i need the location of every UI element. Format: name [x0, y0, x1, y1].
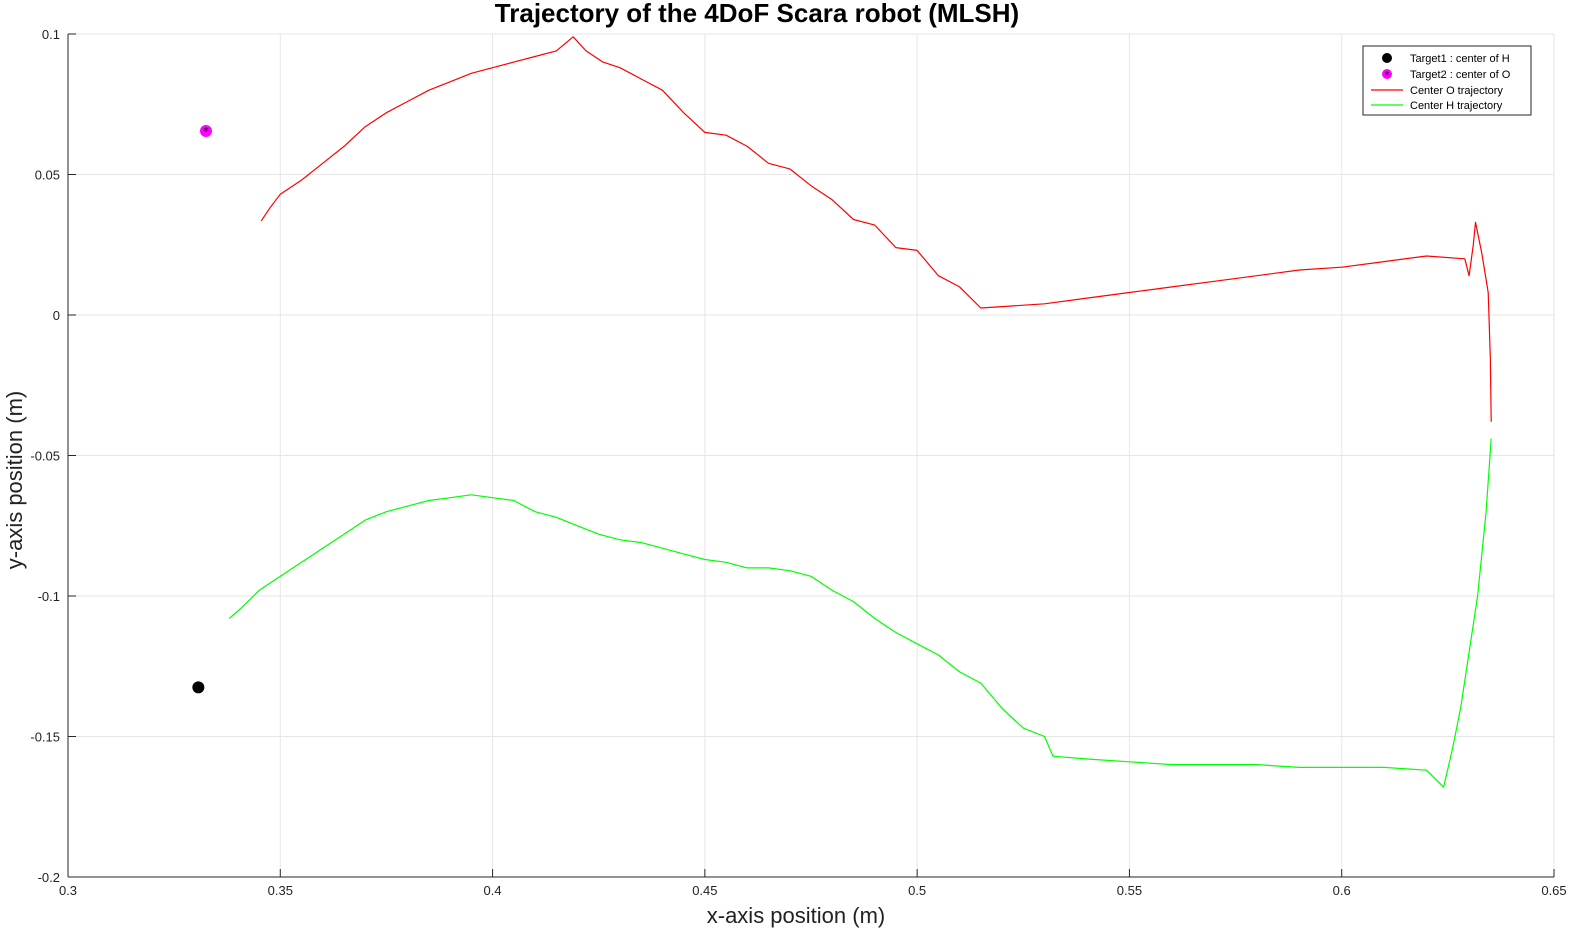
legend-box: [1362, 45, 1532, 116]
x-tick-label: 0.55: [1117, 883, 1142, 898]
center-h-trajectory-line: [228, 438, 1492, 788]
y-axis-label: y-axis position (m): [2, 391, 27, 569]
y-tick-label: -0.05: [30, 449, 60, 464]
y-tick-label: 0.1: [42, 27, 60, 42]
y-tick-label: 0.05: [35, 168, 60, 183]
legend-target1-marker: [1382, 53, 1392, 63]
x-tick-label: 0.35: [268, 883, 293, 898]
x-tick-label: 0.6: [1333, 883, 1351, 898]
legend-target2-asterisk-icon: *: [1385, 70, 1390, 81]
y-tick-label: 0: [53, 308, 60, 323]
x-ticks: 0.3 0.35 0.4 0.45 0.5 0.55 0.6 0.65: [59, 869, 1567, 898]
target2-asterisk-icon: *: [203, 125, 209, 138]
legend-target2-label: Target2 : center of O: [1410, 69, 1511, 81]
data-layer: *: [192, 36, 1492, 788]
legend-target1-label: Target1 : center of H: [1410, 53, 1510, 65]
x-tick-label: 0.3: [59, 883, 77, 898]
chart-title: Trajectory of the 4DoF Scara robot (MLSH…: [495, 0, 1019, 28]
legend: Target1 : center of H * Target2 : center…: [1362, 45, 1532, 116]
center-o-trajectory-line: [260, 36, 1492, 422]
legend-center-h-label: Center H trajectory: [1410, 100, 1503, 112]
legend-center-o-label: Center O trajectory: [1410, 85, 1503, 97]
legend-target2-marker: [1382, 69, 1392, 79]
target1-marker: [192, 681, 205, 694]
x-tick-label: 0.65: [1541, 883, 1566, 898]
y-tick-label: -0.15: [30, 730, 60, 745]
y-ticks: 0.1 0.05 0 -0.05 -0.1 -0.15 -0.2: [30, 27, 76, 885]
x-tick-label: 0.45: [692, 883, 717, 898]
x-axis-label: x-axis position (m): [707, 903, 885, 928]
y-tick-label: -0.2: [38, 870, 60, 885]
x-tick-label: 0.4: [484, 883, 502, 898]
target2-marker: [199, 124, 212, 137]
y-tick-label: -0.1: [38, 589, 60, 604]
x-tick-label: 0.5: [908, 883, 926, 898]
